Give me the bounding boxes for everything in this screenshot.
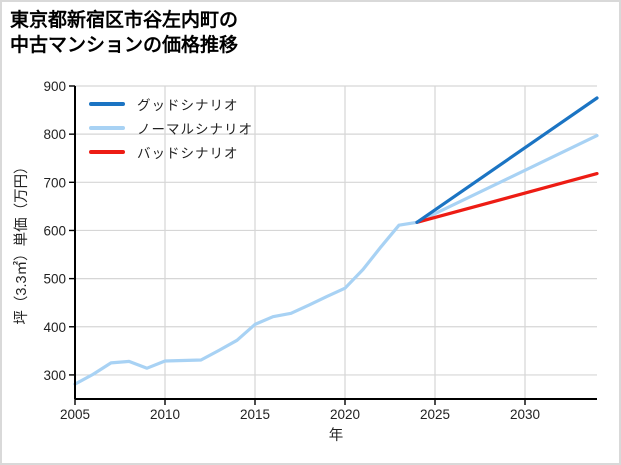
y-tick-label: 600 — [43, 223, 66, 238]
y-tick-label: 800 — [43, 127, 66, 142]
chart-title: 東京都新宿区市谷左内町の 中古マンションの価格推移 — [10, 8, 238, 58]
x-tick-label: 2005 — [60, 407, 90, 422]
legend-item-bad-scenario: バッドシナリオ — [89, 142, 253, 162]
x-axis-title: 年 — [328, 428, 344, 444]
x-tick-label: 2025 — [420, 407, 450, 422]
legend-label: バッドシナリオ — [137, 146, 239, 161]
x-tick-label: 2015 — [240, 407, 270, 422]
legend-item-normal-scenario: ノーマルシナリオ — [89, 118, 253, 138]
series-line-1 — [415, 172, 599, 224]
bad-scenario-line-swatch — [89, 150, 125, 154]
series-line-2 — [415, 96, 599, 224]
x-tick-label: 2010 — [150, 407, 180, 422]
x-tick-label: 2020 — [330, 407, 360, 422]
y-tick-label: 700 — [43, 175, 66, 190]
chart-legend: グッドシナリオ ノーマルシナリオ バッドシナリオ — [89, 94, 253, 166]
x-tick-label: 2030 — [510, 407, 540, 422]
good-scenario-line-swatch — [89, 102, 125, 106]
legend-label: グッドシナリオ — [137, 98, 239, 113]
y-tick-label: 400 — [43, 320, 66, 335]
y-tick-label: 900 — [43, 79, 66, 94]
y-tick-label: 500 — [43, 272, 66, 287]
normal-scenario-line-swatch — [89, 126, 125, 130]
legend-item-good-scenario: グッドシナリオ — [89, 94, 253, 114]
y-tick-label: 300 — [43, 368, 66, 383]
chart-title-line2: 中古マンションの価格推移 — [10, 35, 239, 56]
chart-title-line1: 東京都新宿区市谷左内町の — [10, 10, 239, 31]
series-line-0 — [73, 134, 599, 386]
y-axis-title: 坪（3.3㎡）単価（万円） — [14, 159, 30, 325]
legend-label: ノーマルシナリオ — [137, 122, 253, 137]
